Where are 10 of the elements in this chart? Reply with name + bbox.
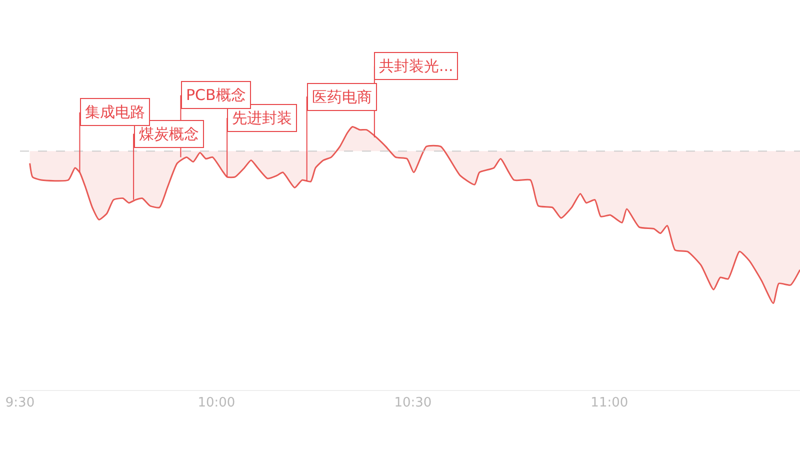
annotation: 先进封装 [232, 109, 292, 127]
annotation: 煤炭概念 [139, 125, 199, 143]
annotation: 共封装光... [379, 57, 454, 75]
x-tick-label: 10:30 [394, 396, 432, 411]
annotation: 医药电商 [312, 88, 372, 106]
x-tick-label: 9:30 [5, 396, 35, 411]
x-tick-label: 11:00 [590, 396, 628, 411]
x-tick-label: 10:00 [198, 396, 236, 411]
annotation: 集成电路 [85, 103, 145, 121]
annotation: PCB概念 [186, 86, 246, 104]
